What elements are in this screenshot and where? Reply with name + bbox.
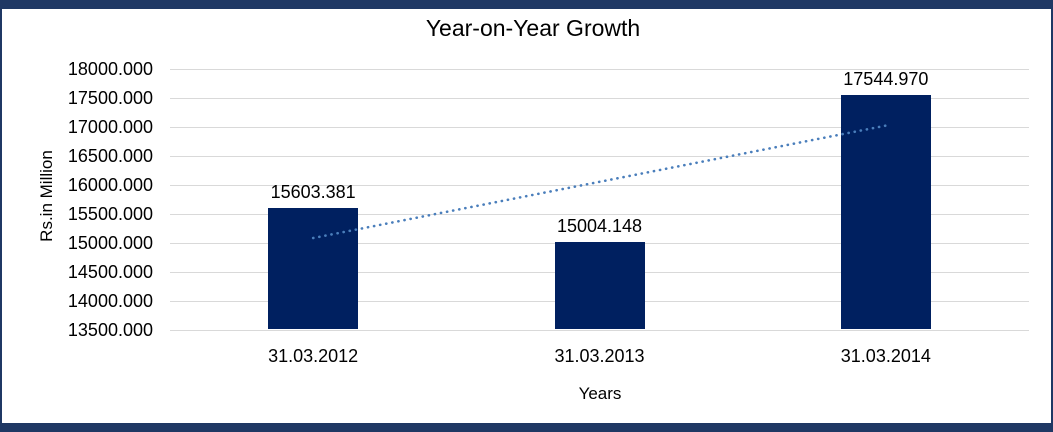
gridline [170,97,1029,99]
frame-left-border [0,0,2,432]
y-tick-label: 16500.000 [67,145,153,166]
y-tick-label: 17000.000 [67,116,153,137]
category-label: 31.03.2012 [268,346,359,366]
data-label: 15004.148 [556,216,643,237]
bar [554,242,645,330]
bar [268,207,359,330]
y-tick-label: 16000.000 [67,174,153,195]
y-tick-label: 13500.000 [67,319,153,340]
frame-right-border [1051,0,1053,432]
y-tick-label: 17500.000 [67,87,153,108]
y-tick-label: 15500.000 [67,203,153,224]
y-tick-label: 14000.000 [67,290,153,311]
data-label: 15603.381 [270,181,356,202]
gridline [170,329,1029,331]
y-tick-label: 18000.000 [67,59,153,79]
bar [840,95,931,330]
x-axis-title: Years [578,384,622,403]
y-tick-label: 14500.000 [67,261,153,282]
gridline [170,69,1029,70]
category-label: 31.03.2014 [840,346,931,366]
category-label: 31.03.2013 [554,346,645,366]
y-tick-label: 15000.000 [67,232,153,253]
chart-title: Year-on-Year Growth [425,15,641,41]
frame-top-border [0,0,1053,9]
frame-bottom-border [0,423,1053,432]
data-label: 17544.970 [843,69,929,90]
